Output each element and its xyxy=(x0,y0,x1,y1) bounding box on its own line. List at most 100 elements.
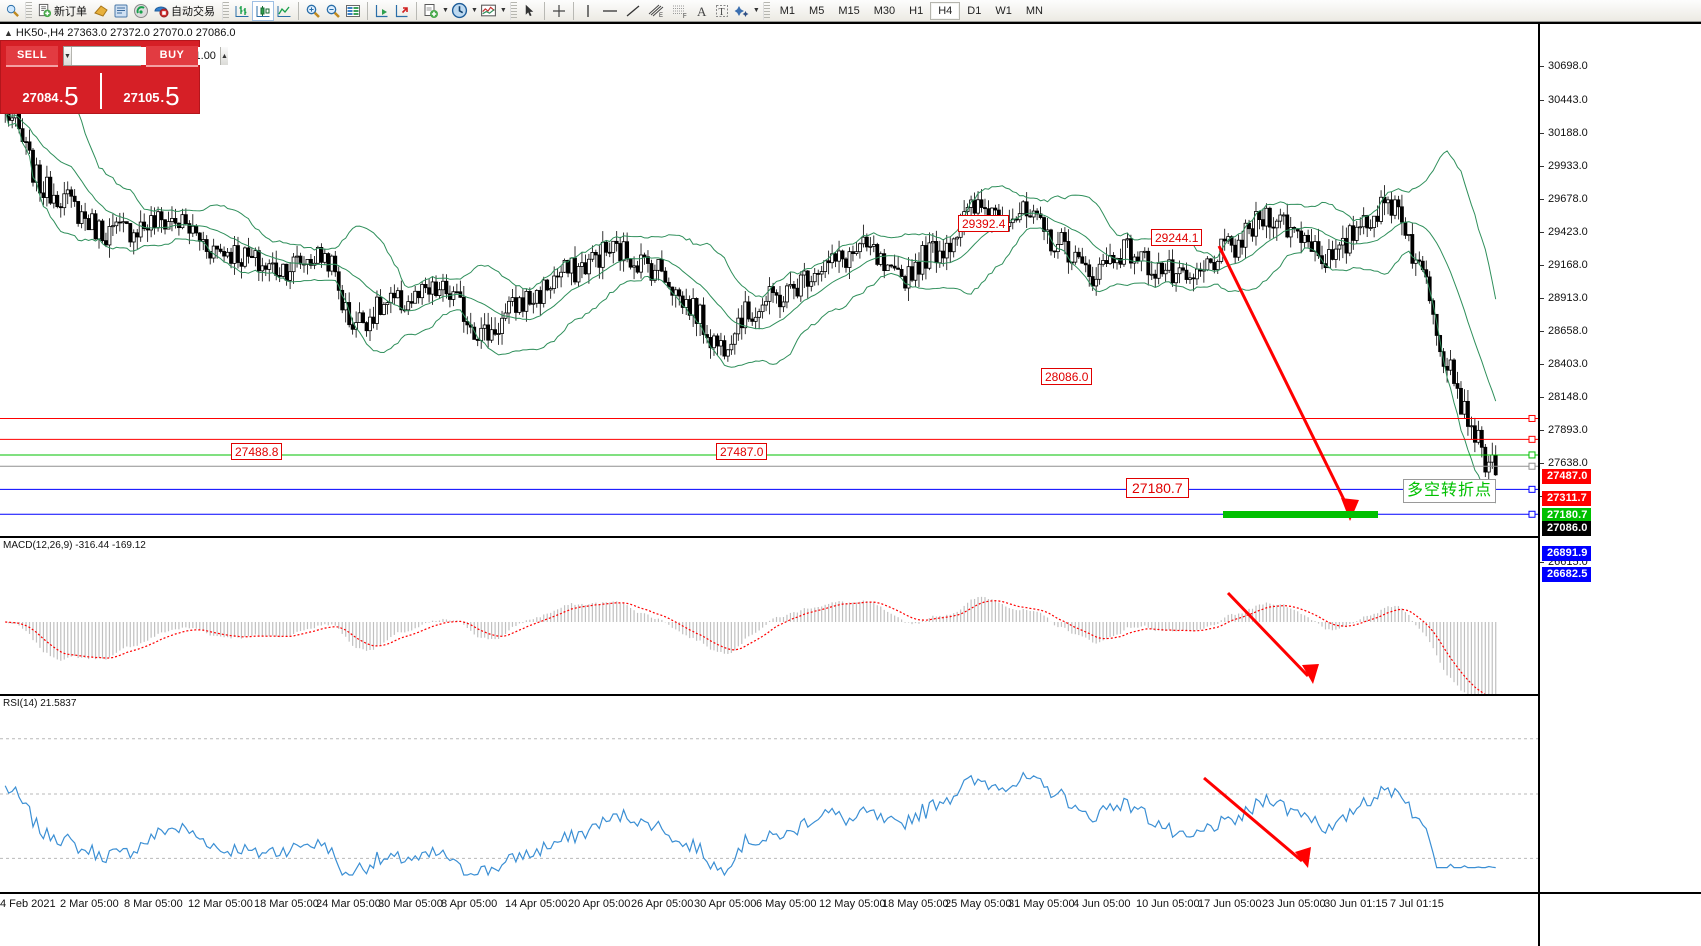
history-icon[interactable] xyxy=(91,1,111,21)
price-pane[interactable] xyxy=(0,24,1538,536)
toolbar-grip-3[interactable] xyxy=(509,1,517,20)
signal-icon[interactable] xyxy=(131,1,151,21)
timeframe-w1[interactable]: W1 xyxy=(995,4,1012,17)
toolbar-divider xyxy=(298,1,299,20)
timeframe-h4[interactable]: H4 xyxy=(930,1,961,20)
templates-chevron-down-icon[interactable]: ▼ xyxy=(499,7,507,14)
periods-chevron-down-icon[interactable]: ▼ xyxy=(470,7,478,14)
sell-price-frac: 5 xyxy=(64,81,79,111)
symbol-header: ▲ HK50-,H4 27363.0 27372.0 27070.0 27086.… xyxy=(4,27,236,39)
level-handle-27180.7 xyxy=(1528,451,1536,459)
sell-button[interactable]: SELL xyxy=(6,45,58,67)
toolbar-grip[interactable] xyxy=(25,1,32,20)
timeframe-h1[interactable]: H1 xyxy=(909,4,924,17)
annotation-27487[interactable]: 27487.0 xyxy=(716,443,768,460)
last-price-27086[interactable]: 27086.0 xyxy=(1542,521,1592,536)
time-label: 8 Mar 05:00 xyxy=(124,898,183,910)
news-icon[interactable] xyxy=(111,1,131,21)
annotation-reversal-point[interactable]: 多空转折点 xyxy=(1403,479,1497,503)
indicators-icon[interactable] xyxy=(421,1,441,21)
rsi-pane[interactable]: RSI(14) 21.5837 xyxy=(0,694,1538,892)
trendline-icon[interactable] xyxy=(622,1,644,21)
sell-price[interactable]: 27084 . 5 xyxy=(1,68,100,114)
annotation-28086[interactable]: 28086.0 xyxy=(1041,368,1093,385)
collapse-triangle-icon[interactable]: ▲ xyxy=(4,28,13,38)
time-axis[interactable]: 4 Feb 2021 2 Mar 05:00 8 Mar 05:00 12 Mar 0… xyxy=(0,892,1538,946)
crosshair-icon[interactable] xyxy=(549,1,569,21)
new-order-button[interactable]: 新订单 xyxy=(35,1,91,21)
toolbar-divider-5 xyxy=(572,1,574,20)
time-label: 25 May 05:00 xyxy=(945,898,1012,910)
timeframe-mn[interactable]: MN xyxy=(1025,4,1043,17)
svg-text:F: F xyxy=(683,14,687,19)
rsi-label: RSI(14) 21.5837 xyxy=(3,698,77,709)
bollinger-upper xyxy=(4,86,1497,300)
timeframe-d1[interactable]: D1 xyxy=(967,4,982,17)
annotation-27488[interactable]: 27488.8 xyxy=(231,443,283,460)
annotation-27180[interactable]: 27180.7 xyxy=(1126,478,1189,498)
periods-icon[interactable] xyxy=(449,1,470,21)
objects-chevron-down-icon[interactable]: ▼ xyxy=(752,7,760,14)
resistance-27311[interactable]: 27311.7 xyxy=(1542,491,1591,506)
objects-icon[interactable] xyxy=(732,1,752,21)
cursor-icon[interactable] xyxy=(520,1,540,21)
macd-pane[interactable]: MACD(12,26,9) -316.44 -169.12 xyxy=(0,536,1538,694)
auto-scroll-icon[interactable] xyxy=(392,1,412,21)
timeframe-m5[interactable]: M5 xyxy=(809,4,825,17)
volume-stepper[interactable]: ▼ ▲ xyxy=(63,46,228,66)
level-26891[interactable]: 26891.9 xyxy=(1542,546,1592,561)
rsi-svg xyxy=(0,738,1538,877)
buy-button[interactable]: BUY xyxy=(146,45,198,67)
one-click-trading-panel[interactable]: SELL ▼ ▲ BUY 27084 . 5 27105 . 5 xyxy=(0,40,228,114)
data-window-icon[interactable] xyxy=(343,1,363,21)
annotation-29244[interactable]: 29244.1 xyxy=(1151,229,1203,246)
timeframe-m30[interactable]: M30 xyxy=(873,4,896,17)
svg-text:E: E xyxy=(659,13,663,19)
volume-increase-button[interactable]: ▲ xyxy=(219,47,228,65)
candlestick-icon[interactable] xyxy=(252,0,274,21)
vline-icon[interactable] xyxy=(578,1,598,21)
chart-area[interactable]: ▲ HK50-,H4 27363.0 27372.0 27070.0 27086.… xyxy=(0,22,1701,946)
time-label: 12 Mar 05:00 xyxy=(188,898,253,910)
oct-divider xyxy=(100,73,102,109)
level-26682[interactable]: 26682.5 xyxy=(1542,567,1592,582)
timeframe-m1[interactable]: M1 xyxy=(779,4,796,17)
shift-end-icon[interactable] xyxy=(372,1,392,21)
annotation-29392[interactable]: 29392.4 xyxy=(958,215,1010,232)
bollinger-lower xyxy=(4,110,1496,504)
timeframe-bar: M1 M5 M15 M30 H1 H4 D1 W1 MN xyxy=(773,1,1050,20)
price-scale[interactable]: 30698.0 30443.0 30188.0 29933.0 29678.0 29423… xyxy=(1538,24,1701,924)
templates-icon[interactable] xyxy=(478,1,499,21)
volume-decrease-button[interactable]: ▼ xyxy=(64,47,72,65)
label-icon[interactable]: T xyxy=(712,1,732,21)
level-handle-27311.7 xyxy=(1528,435,1536,443)
time-label: 7 Jul 01:15 xyxy=(1390,898,1444,910)
rsi-line xyxy=(4,771,1496,877)
zoom-in-icon[interactable] xyxy=(303,1,323,21)
fibo-channel-icon[interactable]: E xyxy=(644,1,668,21)
toolbar-grip-2[interactable] xyxy=(222,1,229,20)
time-label: 14 Apr 05:00 xyxy=(505,898,568,910)
symbol-header-text: HK50-,H4 27363.0 27372.0 27070.0 27086.0 xyxy=(15,27,236,39)
fibo-retrace-icon[interactable]: F xyxy=(668,1,692,21)
buy-price[interactable]: 27105 . 5 xyxy=(102,68,201,114)
toolbar-divider-4 xyxy=(543,1,545,20)
indicators-chevron-down-icon[interactable]: ▼ xyxy=(442,7,449,14)
support-27180[interactable]: 27180.7 xyxy=(1542,508,1592,523)
support-zone-marker xyxy=(1223,511,1378,518)
time-label: 26 Apr 05:00 xyxy=(631,898,694,910)
sell-price-int: 27084 xyxy=(22,90,59,105)
zoom-out-icon[interactable] xyxy=(323,1,343,21)
autotrading-button[interactable]: 自动交易 xyxy=(151,1,219,21)
line-chart-icon[interactable] xyxy=(274,1,294,21)
magnifier-icon[interactable] xyxy=(2,1,22,21)
resistance-27487[interactable]: 27487.0 xyxy=(1542,469,1592,484)
macd-label: MACD(12,26,9) -316.44 -169.12 xyxy=(3,540,146,551)
time-label: 12 May 05:00 xyxy=(819,898,886,910)
hline-icon[interactable] xyxy=(598,1,622,21)
bollinger-middle xyxy=(4,110,1497,402)
text-icon[interactable]: A xyxy=(692,1,712,21)
timeframe-m15[interactable]: M15 xyxy=(838,4,860,17)
bar-chart-icon[interactable] xyxy=(232,1,252,21)
toolbar-grip-4[interactable] xyxy=(762,1,770,20)
